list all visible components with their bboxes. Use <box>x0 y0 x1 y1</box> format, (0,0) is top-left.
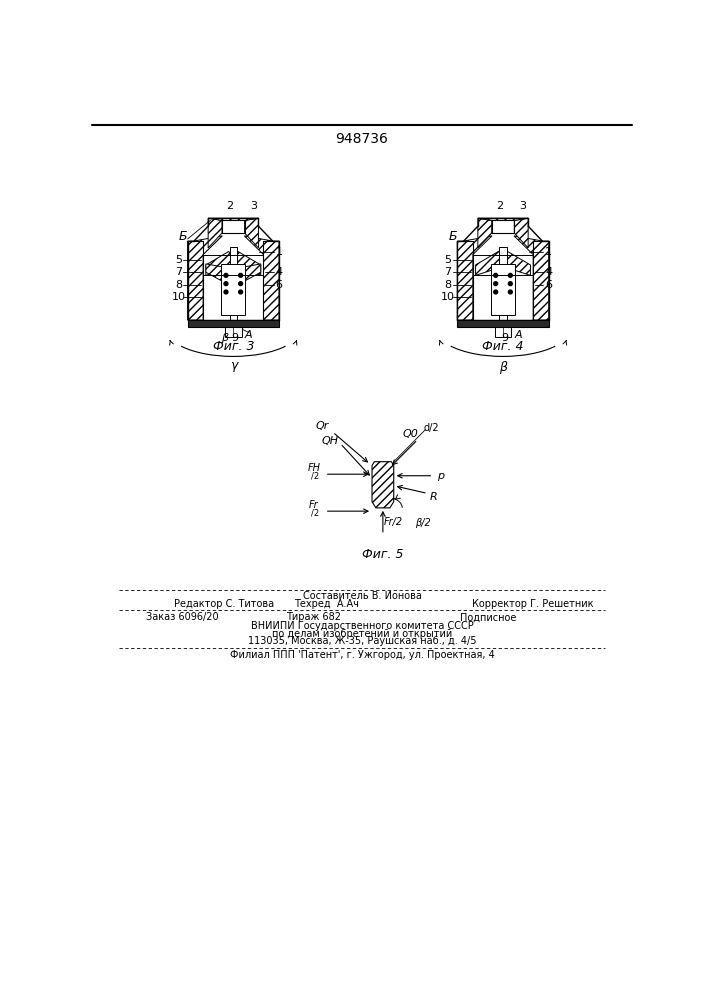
Circle shape <box>508 282 513 286</box>
Text: β: β <box>221 333 228 343</box>
Text: Фиг. 5: Фиг. 5 <box>362 548 404 561</box>
Bar <box>499 247 507 320</box>
Text: 9: 9 <box>501 333 508 343</box>
Circle shape <box>224 290 228 294</box>
Text: 10: 10 <box>441 292 455 302</box>
Text: QH: QH <box>322 436 339 446</box>
Text: 113035, Москва, Ж-35, Раушская наб., д. 4/5: 113035, Москва, Ж-35, Раушская наб., д. … <box>247 636 477 646</box>
Text: Редактор С. Титова: Редактор С. Титова <box>174 599 274 609</box>
Text: Q0: Q0 <box>402 429 418 439</box>
Text: 4: 4 <box>276 267 283 277</box>
Circle shape <box>508 290 513 294</box>
Text: Б: Б <box>179 230 187 243</box>
Text: FH: FH <box>308 463 321 473</box>
Polygon shape <box>514 236 549 320</box>
Bar <box>457 320 549 327</box>
Text: 4: 4 <box>545 267 552 277</box>
Text: 3: 3 <box>520 201 527 211</box>
Bar <box>225 327 242 337</box>
Text: Корректор Г. Решетник: Корректор Г. Решетник <box>472 599 593 609</box>
Polygon shape <box>208 218 259 220</box>
Text: 10: 10 <box>171 292 185 302</box>
Text: Тираж 682: Тираж 682 <box>286 612 341 622</box>
Polygon shape <box>514 218 528 248</box>
Text: Fr: Fr <box>309 500 319 510</box>
Polygon shape <box>372 462 394 508</box>
Text: Филиал ППП 'Патент', г. Ужгород, ул. Проектная, 4: Филиал ППП 'Патент', г. Ужгород, ул. Про… <box>230 650 494 660</box>
Text: 1: 1 <box>545 247 552 257</box>
Bar <box>187 320 279 327</box>
Text: 7: 7 <box>175 267 182 277</box>
Text: ВНИИПИ Государственного комитета СССР: ВНИИПИ Государственного комитета СССР <box>250 621 473 631</box>
Polygon shape <box>233 251 261 275</box>
Text: 6: 6 <box>276 280 283 290</box>
Text: 7: 7 <box>445 267 452 277</box>
Polygon shape <box>206 264 233 285</box>
Polygon shape <box>233 264 261 285</box>
Text: Заказ 6096/20: Заказ 6096/20 <box>146 612 219 622</box>
Text: 2: 2 <box>226 201 233 211</box>
Polygon shape <box>478 218 491 248</box>
Polygon shape <box>503 251 530 275</box>
Text: Подписное: Подписное <box>460 612 517 622</box>
Text: 5: 5 <box>445 255 452 265</box>
Circle shape <box>239 290 243 294</box>
Text: 2: 2 <box>496 201 503 211</box>
Circle shape <box>224 282 228 286</box>
Text: 5: 5 <box>175 255 182 265</box>
Text: Фиг. 4: Фиг. 4 <box>482 340 524 353</box>
Polygon shape <box>208 218 222 248</box>
Polygon shape <box>457 236 492 320</box>
Text: Составитель В. Ионова: Составитель В. Ионова <box>303 591 421 601</box>
Text: γ: γ <box>230 359 237 372</box>
Circle shape <box>239 282 243 286</box>
Polygon shape <box>187 236 222 320</box>
Text: Техред  А.Ач: Техред А.Ач <box>293 599 358 609</box>
Polygon shape <box>206 251 233 275</box>
Circle shape <box>239 273 243 277</box>
Bar <box>230 247 237 320</box>
Bar <box>495 327 511 337</box>
Polygon shape <box>476 251 503 275</box>
Polygon shape <box>245 236 279 320</box>
Text: 948736: 948736 <box>336 132 388 146</box>
Polygon shape <box>245 218 259 248</box>
Text: A: A <box>245 330 252 340</box>
Text: Б: Б <box>448 230 457 243</box>
Bar <box>221 264 245 315</box>
Text: A: A <box>515 330 522 340</box>
Text: 9: 9 <box>232 333 239 343</box>
Text: Fr/2: Fr/2 <box>384 517 403 527</box>
Text: Фиг. 3: Фиг. 3 <box>213 340 254 353</box>
Text: р: р <box>438 471 445 481</box>
Circle shape <box>224 273 228 277</box>
Text: R: R <box>429 492 437 502</box>
Text: 6: 6 <box>545 280 552 290</box>
Text: 1: 1 <box>276 247 283 257</box>
Text: d/2: d/2 <box>423 423 439 433</box>
Text: 8: 8 <box>175 280 182 290</box>
Text: /2: /2 <box>310 471 319 480</box>
Text: по делам изобретений и открытий: по делам изобретений и открытий <box>271 629 452 639</box>
Circle shape <box>508 273 513 277</box>
Text: 8: 8 <box>445 280 452 290</box>
Bar <box>491 264 515 315</box>
Text: Qr: Qr <box>316 421 329 431</box>
Circle shape <box>493 290 498 294</box>
Polygon shape <box>478 218 528 220</box>
Text: β/2: β/2 <box>415 518 431 528</box>
Text: /2: /2 <box>310 509 319 518</box>
Text: 3: 3 <box>250 201 257 211</box>
Circle shape <box>493 273 498 277</box>
Text: β: β <box>499 361 507 374</box>
Circle shape <box>493 282 498 286</box>
